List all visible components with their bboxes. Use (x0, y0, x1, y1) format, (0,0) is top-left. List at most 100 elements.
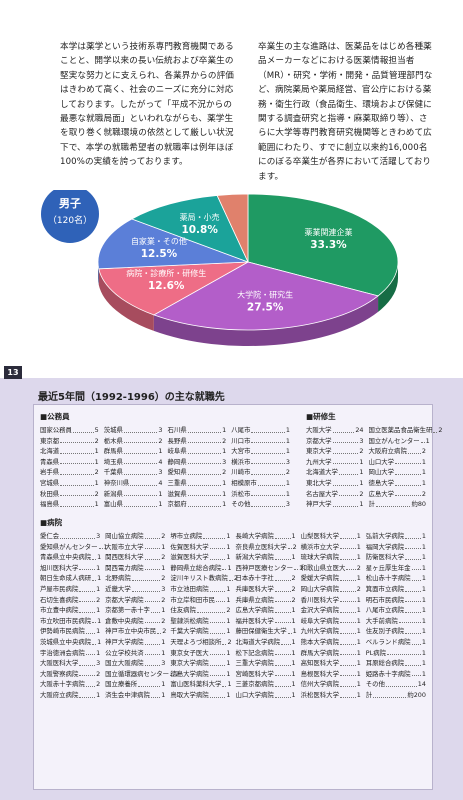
list-entry: 関西医科大学 2 (105, 552, 165, 563)
leader (123, 436, 158, 444)
entry-count: 1 (356, 616, 361, 625)
entry-count: 2 (359, 489, 364, 498)
pie-chart: 男子 （120名） 薬業関連企業 33.3% 大学院・研究生 27.5% 病院・診療所・… (41, 190, 399, 346)
entry-name: 北海道大学病院 (235, 637, 281, 646)
entry-count: 2 (161, 532, 166, 540)
list-entry: 淀川キリスト教病院 2 (170, 573, 238, 584)
list-entry: 京都大学 3 (306, 436, 364, 447)
leader (287, 626, 292, 634)
entry-count: 2 (161, 595, 166, 604)
leader (60, 467, 94, 475)
entry-name: 市立豊中病院 (40, 606, 79, 615)
list-entry: 芦屋市民病院 1 (40, 584, 100, 595)
entry-count: 1 (97, 616, 102, 625)
entry-count: 1 (222, 447, 227, 456)
entry-name: 滋賀県 (167, 489, 187, 498)
leader (187, 499, 222, 507)
leader (60, 446, 94, 454)
entry-count: 1 (359, 500, 364, 509)
entry-name: 浜松市 (231, 489, 251, 498)
slice (247, 193, 399, 297)
list-entry: 宮城県 1 (40, 478, 99, 489)
leader (274, 669, 291, 677)
list-entry: 川口市 1 (231, 436, 290, 447)
entry-name: 北海道大学 (306, 468, 338, 477)
entry-count: 2 (161, 616, 166, 625)
leader (257, 478, 285, 486)
entry-name: 国家公務員 (40, 426, 72, 434)
list-entry: 島根医科大学 1 (301, 669, 361, 680)
leader (339, 605, 356, 613)
entry-count: 約200 (407, 690, 426, 699)
entry-count: 1 (226, 616, 231, 625)
list-entry: 九州大学 1 (306, 457, 364, 468)
entry-count: 1 (161, 680, 166, 689)
list-entry: 愛知県 2 (168, 467, 227, 478)
list-entry: 関西電力病院 1 (105, 563, 165, 574)
leader (187, 446, 222, 454)
leader (123, 425, 158, 433)
leader (274, 573, 291, 581)
list-entry: 兵庫県立病院 2 (235, 595, 295, 606)
entry-name: 公立学校共済 (105, 648, 144, 657)
entry-name: 計 (365, 690, 373, 699)
leader (411, 669, 421, 677)
entry-name: 松下記念病院 (235, 648, 274, 657)
group-label: 男子 (59, 197, 81, 210)
leader (138, 679, 161, 687)
intro-left: 本学は薬学という技術系専門教育機関であることと、開学以来の長い伝統および卒業生の… (60, 42, 234, 168)
leader (79, 658, 96, 666)
entry-count: 4 (158, 478, 163, 487)
entry-name: 高知医科大学 (300, 659, 339, 668)
leader (339, 679, 356, 687)
list-entry: その他 3 (231, 499, 290, 510)
leader (251, 489, 285, 497)
list-entry: 大阪市立大学 1 (105, 542, 165, 553)
leader (222, 563, 227, 571)
leader (222, 679, 227, 687)
list-entry: 日本赤十字社 2 (235, 573, 295, 584)
list-entry: 国立がんセンター 1 (368, 436, 430, 447)
entry-name: 福島県 (40, 500, 60, 509)
entry-count: 1 (285, 489, 290, 498)
entry-name: 近畿大学 (105, 584, 131, 593)
list-entry: 北野病院 2 (105, 573, 165, 584)
slice (152, 261, 379, 331)
section-columns: 大阪大学 24 京都大学 3 東京大学 2 九州大学 1 北海道大学 1 東北大学 1 名古屋大学 2 神戸… (306, 425, 442, 510)
entry-count: 3 (161, 584, 166, 593)
entry-name: 富山県 (103, 500, 123, 509)
entry-count: 1 (356, 606, 361, 615)
entry-count: 1 (356, 637, 361, 646)
entry-name: 山口大学 (368, 457, 395, 466)
entry-name: 三菱京都病院 (235, 680, 274, 689)
list-section: ■病院 愛仁会 3 愛知県がんセンター 1 青森県立中央病院 1 旭川医科大学 1 朝日生命成人病… (40, 517, 426, 701)
list-entry: 琉球大学病院 1 (301, 552, 361, 563)
entry-count: 14 (417, 680, 426, 689)
entry-count: 2 (356, 563, 361, 572)
entry-name: 北海道 (40, 447, 60, 456)
entry-name: 国立がんセンター (368, 436, 420, 445)
leader (339, 637, 356, 645)
list-entry: 浜松市 1 (231, 489, 290, 500)
leader (339, 573, 356, 581)
leader (92, 637, 97, 645)
entry-name: 聖隷浜松病院 (170, 616, 209, 625)
entry-name: 茨城県立中央病院 (40, 637, 92, 646)
entry-name: 大手前病院 (365, 616, 398, 625)
list-entry: 石切生喜病院 2 (40, 595, 100, 606)
slice (216, 193, 249, 263)
entry-name: 千葉大学病院 (170, 627, 209, 636)
entry-name: 東京都 (40, 436, 60, 445)
entry-name: 佐賀医科大学 (170, 542, 209, 551)
entry-count: 1 (285, 436, 290, 445)
entry-name: 福岡大学病院 (365, 542, 405, 551)
entry-count: 2 (162, 627, 167, 636)
list-entry: 松下記念病院 1 (235, 648, 295, 659)
leader (251, 467, 285, 475)
entry-name: 松山赤十字病院 (365, 574, 411, 583)
entry-name: 鳥取大学病院 (170, 690, 209, 699)
slice (97, 218, 249, 270)
entry-name: 香川医科大学 (300, 595, 339, 604)
leader (123, 457, 158, 465)
leader (433, 425, 438, 433)
